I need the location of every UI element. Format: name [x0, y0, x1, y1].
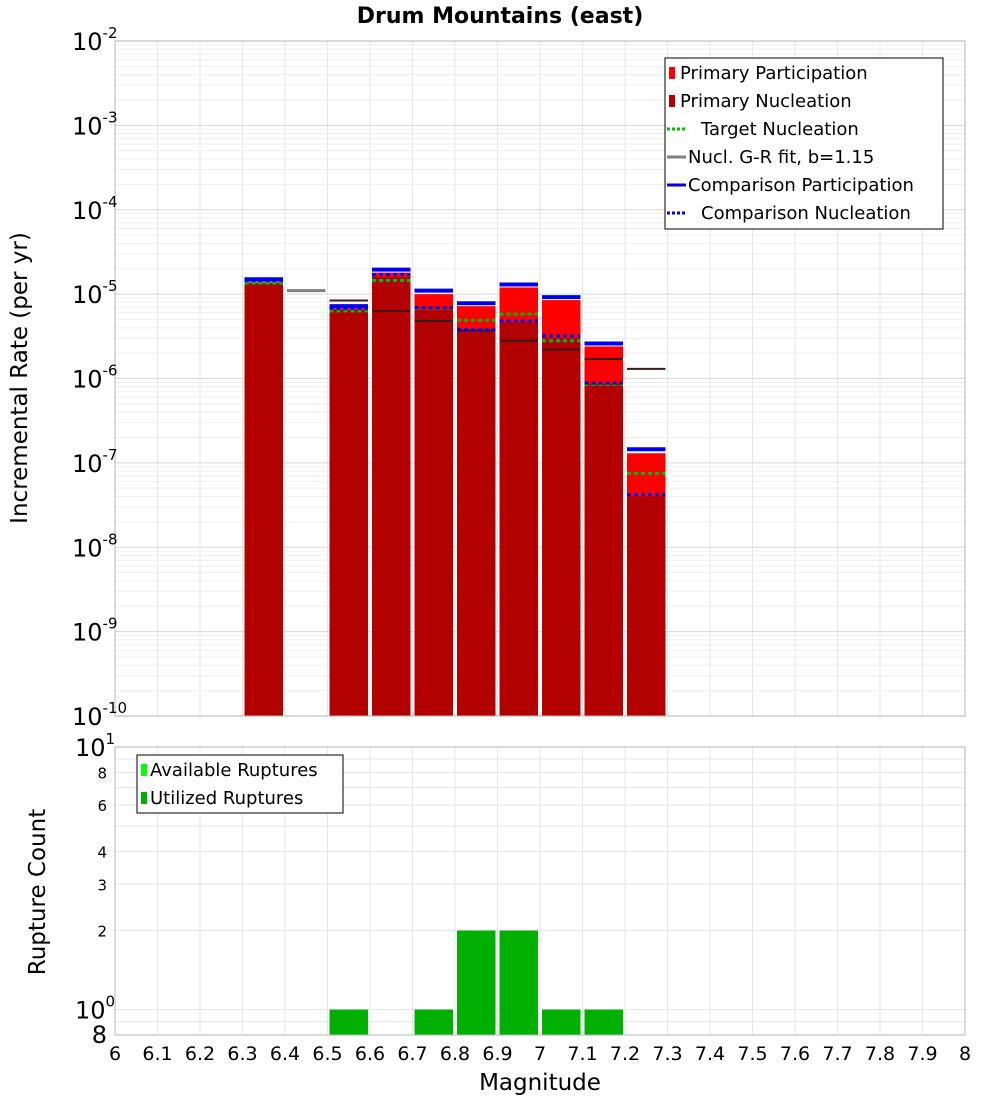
- legend-swatch: [669, 95, 675, 107]
- x-tick-label: 7.3: [652, 1043, 682, 1065]
- y-tick-label: 10-10: [72, 699, 127, 731]
- y-tick-label: 10-3: [72, 108, 118, 140]
- y-tick-exponent: 1: [106, 730, 116, 748]
- legend-label: Nucl. G-R fit, b=1.15: [688, 147, 874, 168]
- x-tick-label: 7.7: [822, 1043, 852, 1065]
- utilized-ruptures-bar: [499, 930, 538, 1035]
- nucleation-bar: [414, 309, 453, 716]
- legend-swatch: [141, 792, 147, 804]
- x-tick-label: 6.1: [142, 1043, 172, 1065]
- x-axis-label: Magnitude: [479, 1070, 601, 1096]
- x-tick-label: 6.3: [227, 1043, 257, 1065]
- top-plot-bars: [244, 272, 666, 716]
- nucleation-bar: [627, 496, 666, 716]
- legend-label: Comparison Nucleation: [701, 203, 911, 224]
- x-tick-label: 6.4: [270, 1043, 300, 1065]
- bottom-y-axis-label: Rupture Count: [25, 809, 51, 975]
- top-y-axis-label: Incremental Rate (per yr): [7, 232, 33, 524]
- y-tick-exponent: 0: [106, 993, 116, 1011]
- x-tick-label: 6.2: [185, 1043, 215, 1065]
- top-legend: Primary Participation Primary Nucleation T…: [664, 57, 944, 230]
- legend-label: Primary Participation: [680, 63, 868, 84]
- legend-label: Utilized Ruptures: [150, 788, 303, 809]
- top-plot-frame: [114, 40, 966, 717]
- utilized-ruptures-bar: [542, 1009, 581, 1035]
- y-tick-label: 6: [97, 797, 107, 815]
- y-tick-base: 10: [75, 734, 106, 762]
- x-tick-label: 6.6: [355, 1043, 385, 1065]
- y-tick-label: 4: [97, 843, 107, 861]
- x-tick-label: 7.9: [907, 1043, 937, 1065]
- y-tick-exponent: -7: [103, 446, 118, 464]
- nucleation-bar: [499, 322, 538, 716]
- y-tick-label: 10-6: [72, 362, 118, 394]
- y-tick-label: 2: [97, 923, 107, 941]
- bottom-plot-frame: [114, 746, 966, 1036]
- nucleation-bar: [372, 276, 411, 716]
- y-tick-exponent: -4: [103, 193, 118, 211]
- legend-box: [136, 754, 344, 814]
- x-tick-label: 6.7: [397, 1043, 427, 1065]
- utilized-ruptures-bar: [457, 930, 496, 1035]
- x-tick-label: 7.8: [865, 1043, 895, 1065]
- x-tick-label: 8: [959, 1043, 971, 1065]
- utilized-ruptures-bar: [329, 1009, 368, 1035]
- y-tick-label: 100: [75, 993, 115, 1025]
- x-tick-label: 7: [534, 1043, 546, 1065]
- x-tick-label: 7.2: [610, 1043, 640, 1065]
- y-tick-label: 10-8: [72, 530, 118, 562]
- y-tick-exponent: -3: [103, 108, 118, 126]
- y-tick-label: 10-2: [72, 24, 118, 56]
- utilized-ruptures-bar: [414, 1009, 453, 1035]
- y-tick-exponent: -9: [103, 615, 118, 633]
- bottom-legend: Available Ruptures Utilized Ruptures: [136, 754, 344, 814]
- y-tick-label: 8: [97, 764, 107, 782]
- bottom-plot-bars: [329, 930, 623, 1035]
- legend-label: Primary Nucleation: [680, 91, 852, 112]
- x-tick-label: 7.4: [695, 1043, 725, 1065]
- x-tick-label: 6.5: [312, 1043, 342, 1065]
- y-tick-exponent: -10: [103, 699, 128, 717]
- utilized-ruptures-bar: [584, 1009, 623, 1035]
- y-tick-exponent: -2: [103, 24, 118, 42]
- chart-title: Drum Mountains (east): [357, 4, 644, 29]
- legend-box: [664, 57, 944, 230]
- nucleation-bar: [329, 309, 368, 716]
- legend-label: Target Nucleation: [700, 119, 859, 140]
- nucleation-bar: [584, 384, 623, 716]
- top-y-axis-ticks: 10-10 10-9 10-8 10-7 10-6 10-5 10-4 10-3 10-2: [72, 24, 127, 731]
- x-axis-ticks: 6 6.1 6.2 6.3 6.4 6.5 6.6 6.7 6.8 6.9 7 7.1 7.2 7.3 7.…: [109, 1043, 971, 1065]
- x-tick-label: 6: [109, 1043, 121, 1065]
- y-tick-label: 10-9: [72, 615, 118, 647]
- y-tick-label: 10-4: [72, 193, 118, 225]
- x-tick-label: 7.6: [780, 1043, 810, 1065]
- x-tick-label: 6.8: [440, 1043, 470, 1065]
- y-tick-label: 101: [75, 730, 115, 762]
- legend-label: Available Ruptures: [150, 760, 318, 781]
- y-tick-base: 10: [75, 997, 106, 1025]
- y-tick-label: 10-7: [72, 446, 118, 478]
- x-tick-label: 6.9: [482, 1043, 512, 1065]
- y-tick-exponent: -6: [103, 362, 118, 380]
- top-plot-lines: [244, 267, 666, 497]
- legend-swatch: [669, 67, 675, 79]
- y-tick-exponent: -8: [103, 530, 118, 548]
- y-tick-label: 8: [92, 1021, 107, 1049]
- legend-label: Comparison Participation: [688, 175, 914, 196]
- y-tick-exponent: -5: [103, 277, 118, 295]
- nucleation-bar: [542, 338, 581, 716]
- nucleation-bar: [457, 330, 496, 716]
- nucleation-bar: [244, 281, 283, 716]
- y-tick-label: 10-5: [72, 277, 118, 309]
- x-tick-label: 7.5: [737, 1043, 767, 1065]
- legend-swatch: [141, 764, 147, 776]
- y-tick-label: 3: [97, 876, 107, 894]
- x-tick-label: 7.1: [567, 1043, 597, 1065]
